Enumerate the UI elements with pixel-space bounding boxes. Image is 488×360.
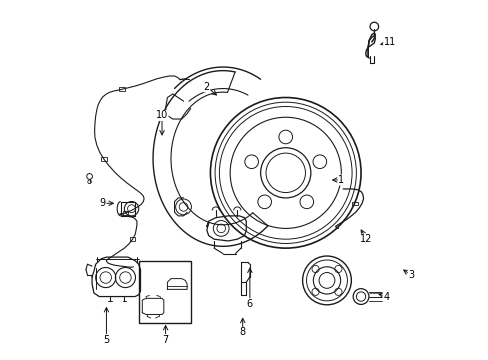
Text: 5: 5 — [103, 334, 109, 345]
Bar — [122, 211, 128, 215]
Text: 3: 3 — [407, 270, 413, 280]
Text: 11: 11 — [383, 37, 395, 47]
Text: 6: 6 — [246, 299, 252, 309]
Text: 1: 1 — [338, 175, 344, 185]
Text: 10: 10 — [156, 111, 168, 121]
Bar — [119, 87, 124, 91]
Text: 2: 2 — [203, 82, 209, 92]
Text: 4: 4 — [382, 292, 388, 302]
Bar — [351, 202, 357, 205]
Text: 9: 9 — [100, 198, 106, 208]
Text: 7: 7 — [162, 334, 168, 345]
Bar — [129, 237, 135, 241]
Text: 8: 8 — [239, 327, 245, 337]
Text: 12: 12 — [360, 234, 372, 244]
Bar — [101, 157, 106, 161]
Bar — [139, 261, 190, 323]
